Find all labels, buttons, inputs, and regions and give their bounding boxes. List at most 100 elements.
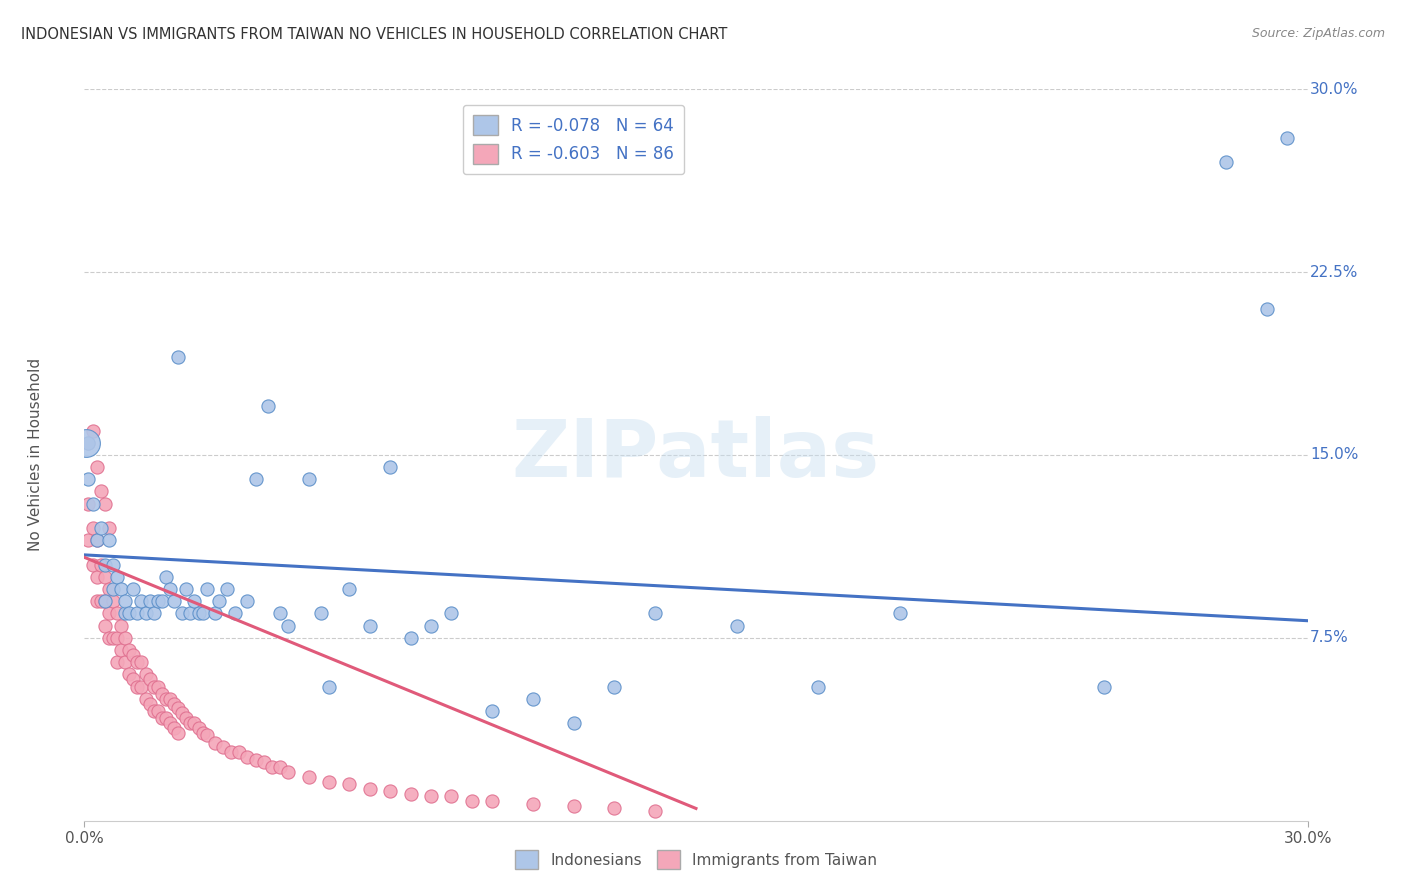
Point [159,691,181,706]
Point [481,704,503,718]
Point [420,789,443,804]
Point [93,594,115,608]
Point [269,607,291,621]
Point [1275,131,1298,145]
Point [114,655,136,669]
Point [75,435,97,450]
Point [187,721,209,735]
Point [86,570,108,584]
Point [481,794,503,808]
Point [298,472,321,486]
Point [77,533,100,548]
Point [93,570,115,584]
Point [105,631,128,645]
Point [522,797,544,811]
Point [138,594,160,608]
Point [114,607,136,621]
Point [725,618,748,632]
Point [131,655,153,669]
Point [82,424,104,438]
Point [77,435,100,450]
Text: ZIPatlas: ZIPatlas [512,416,880,494]
Point [1215,155,1237,169]
Point [101,558,124,572]
Point [380,460,402,475]
Point [380,784,402,798]
Point [159,716,181,731]
Text: 30.0%: 30.0% [1310,82,1358,96]
Point [90,484,112,499]
Point [236,750,259,764]
Point [889,607,911,621]
Point [138,672,160,686]
Point [127,607,149,621]
Point [440,789,463,804]
Text: 22.5%: 22.5% [1310,265,1358,279]
Point [219,745,242,759]
Point [644,607,666,621]
Point [298,770,321,784]
Text: 15.0%: 15.0% [1310,448,1358,462]
Point [135,691,157,706]
Point [142,680,165,694]
Point [82,521,104,535]
Point [146,704,169,718]
Point [77,497,100,511]
Point [339,582,360,596]
Point [167,701,190,715]
Point [603,801,626,815]
Point [142,704,165,718]
Point [208,594,231,608]
Point [127,655,149,669]
Text: INDONESIAN VS IMMIGRANTS FROM TAIWAN NO VEHICLES IN HOUSEHOLD CORRELATION CHART: INDONESIAN VS IMMIGRANTS FROM TAIWAN NO … [21,27,727,42]
Point [163,594,186,608]
Point [146,680,169,694]
Point [163,697,186,711]
Point [105,655,128,669]
Point [127,680,149,694]
Point [118,667,141,681]
Point [522,691,544,706]
Point [644,804,666,818]
Point [97,631,120,645]
Point [236,594,259,608]
Point [257,399,280,413]
Point [155,711,177,725]
Point [90,558,112,572]
Point [562,799,585,814]
Point [174,711,197,725]
Point [167,726,190,740]
Point [399,631,422,645]
Point [440,607,463,621]
Point [77,435,100,450]
Point [253,755,276,769]
Text: 7.5%: 7.5% [1310,631,1348,645]
Point [97,582,120,596]
Point [135,607,157,621]
Point [101,582,124,596]
Point [191,726,214,740]
Point [77,472,100,486]
Point [339,777,360,791]
Text: Source: ZipAtlas.com: Source: ZipAtlas.com [1251,27,1385,40]
Point [122,648,145,662]
Point [101,631,124,645]
Point [172,706,194,721]
Point [228,745,250,759]
Point [359,618,381,632]
Point [245,472,267,486]
Point [1256,301,1278,316]
Point [93,558,115,572]
Point [110,618,132,632]
Point [318,680,340,694]
Point [86,594,108,608]
Point [105,607,128,621]
Point [179,716,201,731]
Point [309,607,332,621]
Point [101,594,124,608]
Point [122,672,145,686]
Point [461,794,484,808]
Point [159,582,181,596]
Point [204,607,226,621]
Point [86,533,108,548]
